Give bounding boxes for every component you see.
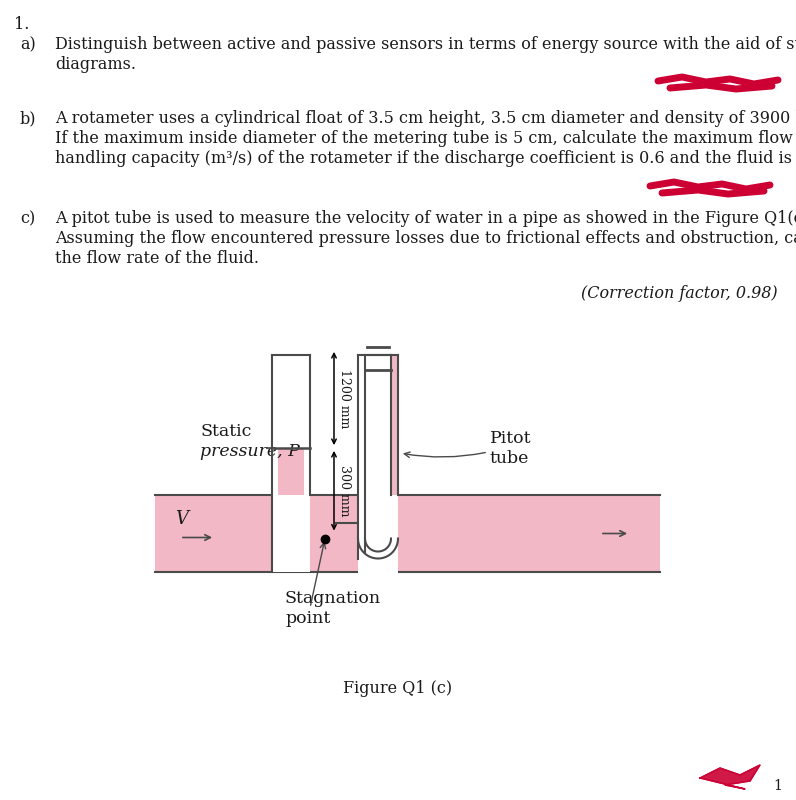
Bar: [155, 495, 660, 572]
Polygon shape: [358, 538, 398, 558]
Text: 1.: 1.: [14, 16, 29, 33]
Text: Static: Static: [200, 423, 252, 440]
Text: handling capacity (m³/s) of the rotameter if the discharge coefficient is 0.6 an: handling capacity (m³/s) of the rotamete…: [55, 150, 796, 167]
Text: 1: 1: [773, 779, 782, 793]
Text: A pitot tube is used to measure the velocity of water in a pipe as showed in the: A pitot tube is used to measure the velo…: [55, 210, 796, 227]
Text: diagrams.: diagrams.: [55, 56, 136, 73]
Polygon shape: [700, 765, 760, 789]
Text: Distinguish between active and passive sensors in terms of energy source with th: Distinguish between active and passive s…: [55, 36, 796, 53]
Bar: [391, 355, 398, 495]
Text: point: point: [285, 610, 330, 627]
Text: A rotameter uses a cylindrical float of 3.5 cm height, 3.5 cm diameter and densi: A rotameter uses a cylindrical float of …: [55, 110, 796, 127]
Text: V: V: [175, 510, 188, 527]
Bar: [272, 355, 310, 572]
Text: Stagnation: Stagnation: [285, 590, 381, 607]
Text: (Correction factor, 0.98): (Correction factor, 0.98): [581, 285, 778, 302]
Text: b): b): [20, 110, 37, 127]
Text: 1200 mm: 1200 mm: [338, 369, 351, 428]
Text: Pitot: Pitot: [490, 430, 532, 447]
Text: Figure Q1 (c): Figure Q1 (c): [343, 680, 453, 697]
Text: Assuming the flow encountered pressure losses due to frictional effects and obst: Assuming the flow encountered pressure l…: [55, 230, 796, 247]
Text: c): c): [20, 210, 35, 227]
Text: 300 mm: 300 mm: [338, 465, 351, 517]
Text: pressure, P: pressure, P: [200, 443, 300, 460]
Text: If the maximum inside diameter of the metering tube is 5 cm, calculate the maxim: If the maximum inside diameter of the me…: [55, 130, 796, 147]
Bar: [358, 355, 398, 577]
Bar: [278, 448, 304, 495]
Text: tube: tube: [490, 450, 529, 467]
Text: a): a): [20, 36, 36, 53]
Text: the flow rate of the fluid.: the flow rate of the fluid.: [55, 250, 259, 267]
